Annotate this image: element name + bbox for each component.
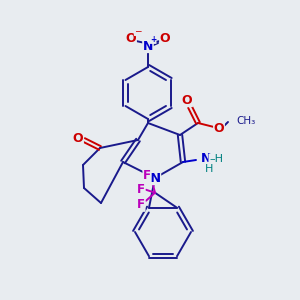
Text: F: F — [137, 183, 145, 196]
Text: O: O — [126, 32, 136, 44]
Text: +: + — [150, 34, 156, 43]
Text: F: F — [137, 198, 145, 211]
Text: CH₃: CH₃ — [236, 116, 255, 126]
Text: –H: –H — [209, 154, 223, 164]
Text: O: O — [160, 32, 170, 44]
Text: N: N — [143, 40, 153, 52]
Text: N: N — [201, 152, 211, 164]
Text: O: O — [182, 94, 192, 106]
Text: H: H — [205, 164, 213, 174]
Text: −: − — [134, 26, 142, 35]
Text: F: F — [143, 169, 151, 182]
Text: O: O — [214, 122, 224, 134]
Text: O: O — [73, 131, 83, 145]
Text: N: N — [149, 172, 161, 184]
